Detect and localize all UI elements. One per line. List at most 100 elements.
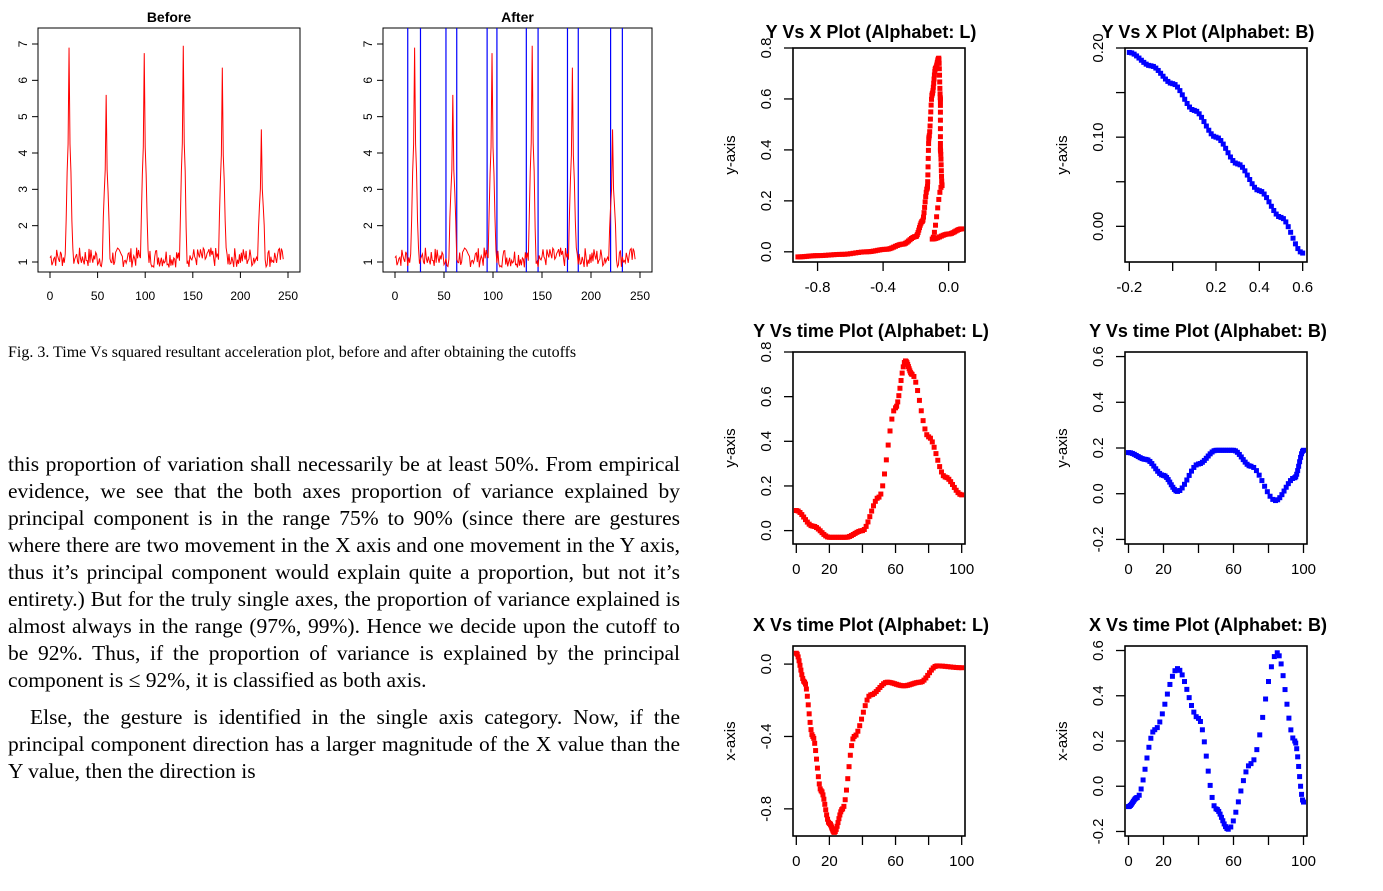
x-tick-label: 60 (1225, 853, 1242, 870)
y-tick-label: 0.0 (1090, 483, 1107, 504)
y-tick-label: 0.0 (758, 241, 775, 262)
data-point (839, 251, 845, 257)
data-point (937, 140, 943, 146)
fig3-panel-title: Before (147, 9, 192, 25)
data-point (950, 481, 956, 487)
data-point (922, 426, 928, 432)
data-point (843, 787, 849, 793)
data-point (931, 80, 937, 86)
data-point (931, 72, 937, 78)
data-point (821, 796, 827, 802)
data-point (939, 663, 945, 669)
data-point (1199, 727, 1205, 733)
data-point (856, 249, 862, 255)
data-point (1300, 250, 1306, 256)
data-point (1280, 216, 1286, 222)
plot-title: Y Vs time Plot (Alphabet: B) (1089, 321, 1327, 341)
data-point (1186, 472, 1192, 478)
y-tick-label: 2 (16, 222, 30, 229)
data-point (864, 697, 870, 703)
y-tick-label: 2 (361, 222, 375, 229)
data-point (861, 526, 867, 532)
data-point (862, 703, 868, 709)
data-point (835, 820, 841, 826)
fig3-panel-title: After (501, 9, 534, 25)
data-point (1244, 172, 1250, 178)
data-point (1184, 686, 1190, 692)
x-tick-label: 0.2 (1206, 279, 1227, 296)
data-point (825, 816, 831, 822)
data-point (934, 663, 940, 669)
data-point (923, 189, 929, 195)
data-point (933, 222, 939, 228)
data-point (1236, 451, 1242, 457)
data-point (1230, 818, 1236, 824)
data-point (1174, 84, 1180, 90)
data-point (1184, 100, 1190, 106)
plot-title: Y Vs X Plot (Alphabet: L) (766, 22, 977, 42)
x-tick-label: 20 (1155, 853, 1172, 870)
data-point (926, 133, 932, 139)
data-point (1233, 809, 1239, 815)
y-tick-label: 0.20 (1090, 33, 1107, 62)
data-point (1228, 824, 1234, 830)
data-point (938, 151, 944, 157)
data-point (926, 141, 932, 147)
data-point (1249, 181, 1255, 187)
data-point (811, 735, 817, 741)
data-point (794, 651, 800, 657)
data-point (815, 253, 821, 259)
data-point (931, 76, 937, 82)
y-axis-label: x-axis (1054, 721, 1071, 760)
data-point (937, 663, 943, 669)
data-point (1207, 782, 1213, 788)
data-point (1298, 783, 1304, 789)
data-point (857, 723, 863, 729)
data-point (849, 743, 855, 749)
data-point (825, 252, 831, 258)
data-point (796, 658, 802, 664)
data-point (925, 172, 931, 178)
data-point (1235, 799, 1241, 805)
plot-frame (1124, 47, 1308, 263)
data-point (1205, 768, 1211, 774)
data-point (931, 444, 937, 450)
data-point (850, 250, 856, 256)
x-tick-label: 0.0 (938, 279, 959, 296)
y-tick-label: 4 (16, 149, 30, 156)
data-point (921, 214, 927, 220)
x-tick-label: 100 (1291, 561, 1316, 578)
data-point (1301, 447, 1306, 453)
data-point (1155, 67, 1161, 73)
data-point (937, 126, 943, 132)
data-point (1209, 794, 1215, 800)
data-point (853, 250, 859, 256)
data-point (937, 85, 943, 91)
x-tick-label: 60 (1225, 561, 1242, 578)
data-point (891, 408, 897, 414)
data-point (823, 252, 829, 258)
gesture-figure: Y Vs X Plot (Alphabet: L) y-axis 0.0 0.2 0.4… (700, 0, 1383, 886)
y-axis-label: y-axis (1054, 428, 1071, 467)
data-point (1288, 727, 1294, 733)
data-point (1247, 177, 1253, 183)
data-point (1296, 463, 1302, 469)
data-point (1225, 150, 1231, 156)
data-point (933, 451, 939, 457)
x-tick-label: 250 (278, 289, 298, 303)
data-point (1295, 468, 1301, 474)
data-point (1179, 92, 1185, 98)
data-point (1136, 792, 1142, 798)
y-axis-label: y-axis (1054, 135, 1071, 174)
data-point (1295, 246, 1301, 252)
data-point (925, 155, 931, 161)
data-point (1160, 73, 1166, 79)
data-point (925, 672, 931, 678)
data-point (865, 519, 871, 525)
x-tick-label: 60 (887, 561, 904, 578)
data-point (861, 249, 867, 255)
data-point (836, 816, 842, 822)
x-tick-label: -0.8 (805, 279, 831, 296)
data-point (1144, 755, 1150, 761)
data-point (1285, 481, 1291, 487)
